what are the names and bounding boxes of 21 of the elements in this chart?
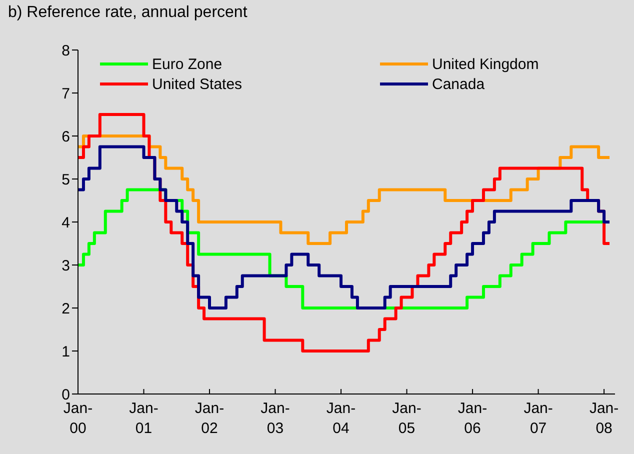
x-tick-label: Jan-05 [392, 400, 422, 437]
y-tick-label: 6 [62, 128, 70, 146]
legend-label: United States [152, 76, 242, 92]
x-tick-label: Jan-08 [589, 400, 619, 437]
x-tick-label: Jan-07 [524, 400, 553, 437]
legend-label: United Kingdom [432, 56, 539, 72]
legend-label: Canada [432, 76, 485, 92]
x-tick-label: Jan-06 [458, 400, 488, 437]
x-tick-label: Jan-01 [129, 400, 158, 437]
y-tick-label: 4 [62, 214, 70, 232]
y-tick-label: 5 [62, 171, 70, 188]
y-tick-label: 8 [62, 42, 70, 60]
y-tick-label: 3 [62, 257, 70, 274]
y-tick-label: 2 [62, 300, 70, 318]
x-tick-label: Jan-02 [194, 400, 224, 437]
x-tick-label: Jan-03 [260, 400, 290, 437]
y-tick-label: 1 [62, 343, 70, 360]
y-tick-label: 7 [62, 85, 70, 102]
chart-title: b) Reference rate, annual percent [8, 4, 248, 22]
x-tick-label: Jan-04 [326, 400, 356, 437]
legend-label: Euro Zone [152, 56, 222, 72]
